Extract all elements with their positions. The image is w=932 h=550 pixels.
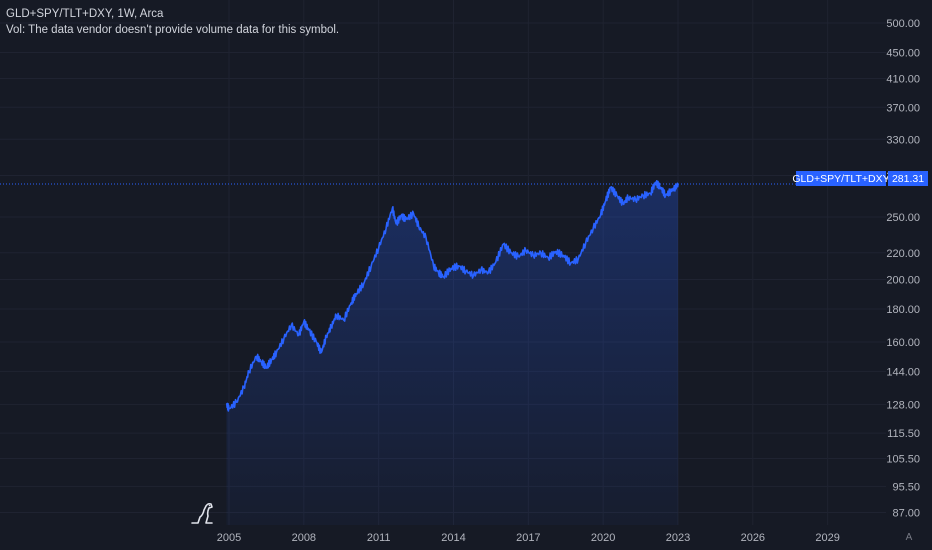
y-tick-label: 160.00: [886, 337, 920, 349]
symbol-badge-bg: [796, 171, 886, 186]
y-tick-label: 128.00: [886, 399, 920, 411]
price-area: [226, 180, 678, 526]
y-tick-label: 370.00: [886, 102, 920, 114]
price-badge: GLD+SPY/TLT+DXY 281.31: [792, 171, 928, 186]
price-axis[interactable]: 500.00450.00410.00370.00330.00290.00250.…: [886, 18, 920, 520]
x-tick-label: 2026: [741, 532, 765, 544]
x-tick-label: 2029: [815, 532, 839, 544]
symbol-badge-label: GLD+SPY/TLT+DXY: [792, 173, 889, 185]
y-tick-label: 330.00: [886, 134, 920, 146]
tradingview-logo-icon[interactable]: [191, 502, 213, 524]
auto-scale-button[interactable]: A: [905, 532, 913, 543]
x-tick-label: 2020: [591, 532, 615, 544]
x-tick-label: 2017: [516, 532, 540, 544]
x-tick-label: 2011: [367, 532, 391, 544]
y-tick-label: 410.00: [886, 74, 920, 86]
chart-legend: GLD+SPY/TLT+DXY, 1W, Arca Vol: The data …: [6, 6, 339, 38]
y-tick-label: 500.00: [886, 18, 920, 30]
y-tick-label: 220.00: [886, 248, 920, 260]
x-tick-label: 2008: [292, 532, 316, 544]
x-tick-label: 2023: [666, 532, 690, 544]
y-tick-label: 105.50: [886, 454, 920, 466]
y-tick-label: 250.00: [886, 212, 920, 224]
y-tick-label: 95.50: [892, 481, 920, 493]
y-tick-label: 200.00: [886, 274, 920, 286]
y-tick-label: 144.00: [886, 366, 920, 378]
y-tick-label: 115.50: [887, 428, 920, 440]
price-badge-value: 281.31: [892, 173, 924, 185]
symbol-title[interactable]: GLD+SPY/TLT+DXY, 1W, Arca: [6, 8, 164, 20]
time-axis[interactable]: 2005 2008 2011 2014 2017 2020 2023 2026 2029: [217, 532, 840, 544]
volume-note: Vol: The data vendor doesn't provide vol…: [6, 24, 340, 36]
y-tick-label: 180.00: [886, 304, 920, 316]
x-tick-label: 2005: [217, 532, 241, 544]
x-tick-label: 2014: [441, 532, 465, 544]
y-tick-label: 450.00: [886, 47, 920, 59]
price-badge-bg: [888, 171, 928, 186]
price-line[interactable]: [225, 180, 679, 412]
y-tick-label: 87.00: [892, 507, 920, 519]
